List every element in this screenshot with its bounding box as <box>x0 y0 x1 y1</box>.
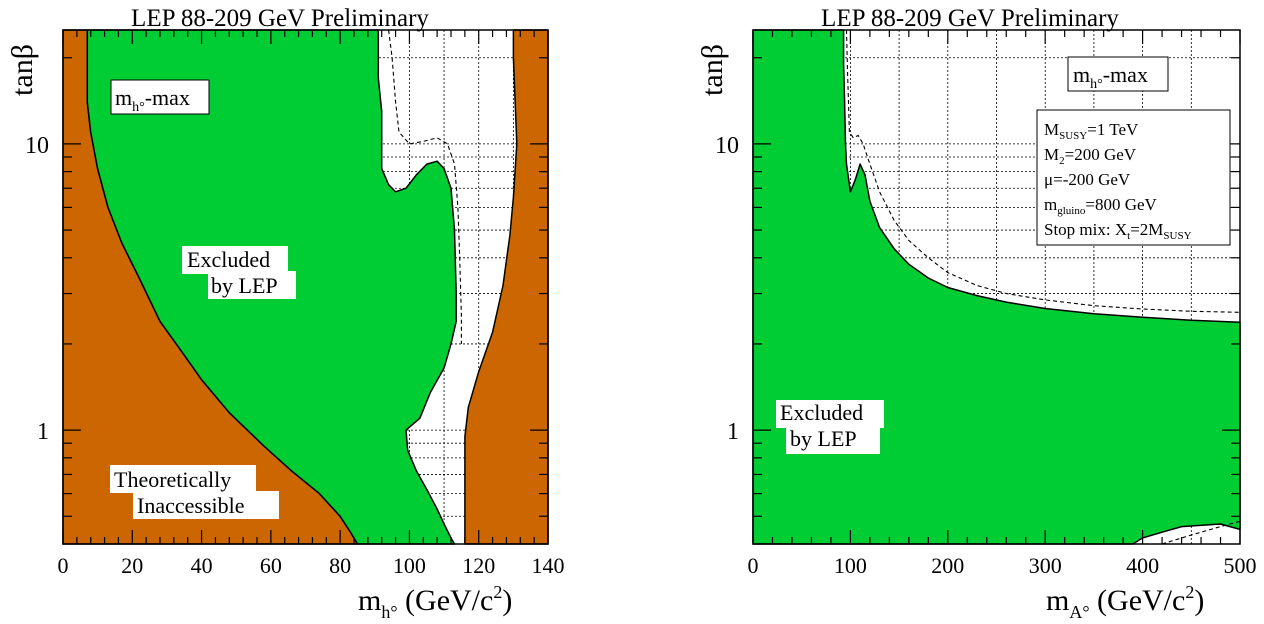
left-excluded-label-bg-2 <box>208 271 296 299</box>
left-theoretical-label-2: Inaccessible <box>137 493 245 518</box>
right-ticks: 0 100 200 300 400 500 1 10 <box>715 30 1257 578</box>
right-excluded-label-2: by LEP <box>790 426 857 451</box>
right-xtick-label-1: 100 <box>834 553 867 578</box>
param-m2: M2=200 GeV <box>1044 145 1137 167</box>
right-xtick-label-0: 0 <box>748 553 759 578</box>
left-title: LEP 88-209 GeV Preliminary <box>131 5 429 32</box>
left-xtick-label-7: 140 <box>532 553 565 578</box>
right-excluded-label-bg-2 <box>786 426 880 454</box>
right-frame <box>752 29 1241 545</box>
param-msusy: MSUSY=1 TeV <box>1044 120 1139 142</box>
left-xtick-label-3: 60 <box>260 553 282 578</box>
left-y-axis-label: tanβ <box>6 44 39 96</box>
left-excluded-label-2: by LEP <box>211 273 278 298</box>
left-excluded-label-1: Excluded <box>187 247 270 272</box>
chart-left: 0 20 40 60 80 100 120 140 1 10 LEP 88-209 GeV Pre… <box>6 5 565 622</box>
right-y-axis-label: tanβ <box>696 44 729 96</box>
right-title: LEP 88-209 GeV Preliminary <box>821 5 1119 32</box>
right-x-axis-label: mA° (GeV/c2) <box>1046 582 1204 622</box>
param-mu: μ=-200 GeV <box>1044 170 1131 189</box>
right-parameters-box: MSUSY=1 TeV M2=200 GeV μ=-200 GeV mgluin… <box>1036 109 1231 246</box>
left-ytick-label-0: 1 <box>37 419 49 445</box>
right-expected-limit <box>845 29 1241 313</box>
right-xtick-label-2: 200 <box>931 553 964 578</box>
left-xtick-label-1: 20 <box>121 553 143 578</box>
left-theoretical-label-bg-2 <box>133 491 279 519</box>
left-ticks: 0 20 40 60 80 100 120 140 1 10 <box>25 30 565 578</box>
right-xtick-label-5: 500 <box>1224 553 1257 578</box>
left-limits <box>388 29 462 344</box>
left-theoretical-label-bg-1 <box>110 465 256 493</box>
left-xtick-label-6: 120 <box>462 553 495 578</box>
chart-right: 0 100 200 300 400 500 1 10 LEP 88-209 GeV Preli… <box>696 5 1257 622</box>
right-scenario-box: mh°-max <box>1067 56 1169 92</box>
left-xtick-label-4: 80 <box>329 553 351 578</box>
param-stopmix: Stop mix: Xt=2MSUSY <box>1044 220 1192 242</box>
right-excluded-label-1: Excluded <box>780 400 863 425</box>
right-ytick-label-1: 10 <box>715 133 739 159</box>
right-expected-limit-lower <box>1161 520 1241 545</box>
left-xtick-label-0: 0 <box>58 553 69 578</box>
left-theoretical-label-1: Theoretically <box>114 467 231 492</box>
left-excluded-label-bg-1 <box>182 246 288 274</box>
right-excluded-label-bg-1 <box>776 400 884 428</box>
left-frame <box>62 29 549 545</box>
left-x-axis-label: mh° (GeV/c2) <box>358 582 512 622</box>
left-xtick-label-2: 40 <box>191 553 213 578</box>
right-ytick-label-0: 1 <box>727 419 739 445</box>
left-scenario-box: mh°-max <box>110 79 210 115</box>
left-xtick-label-5: 100 <box>393 553 426 578</box>
right-limits <box>845 29 1241 545</box>
right-xtick-label-4: 400 <box>1126 553 1159 578</box>
right-xtick-label-3: 300 <box>1029 553 1062 578</box>
left-expected-limit <box>388 29 462 344</box>
left-ytick-label-1: 10 <box>25 133 49 159</box>
